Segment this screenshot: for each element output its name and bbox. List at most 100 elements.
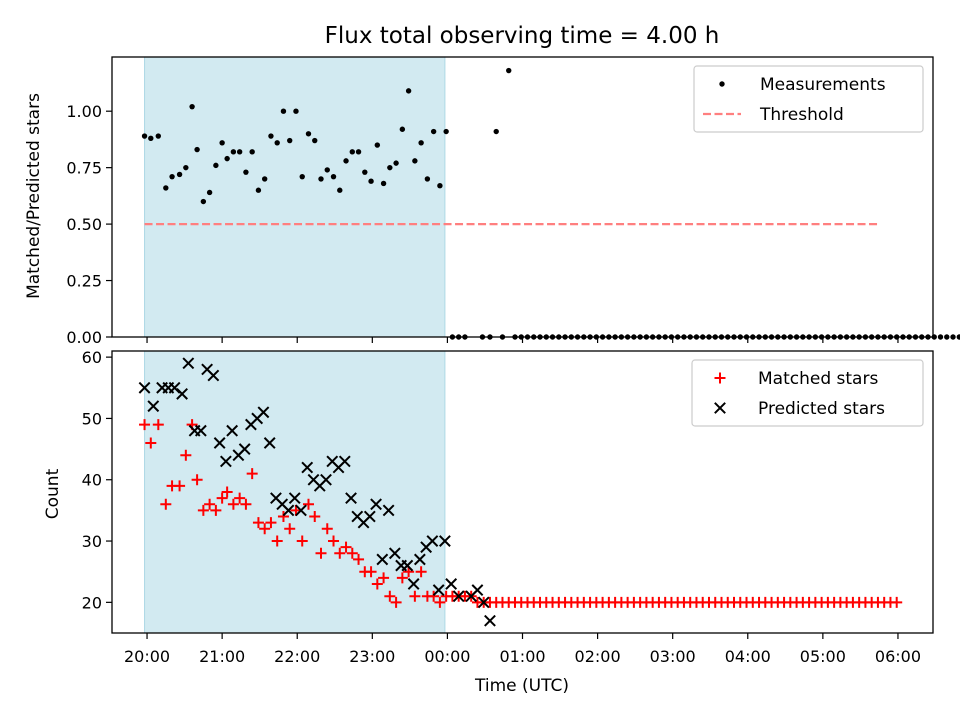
legend-predicted-marker bbox=[714, 402, 726, 414]
measurement-point bbox=[405, 88, 412, 94]
matched-star-point bbox=[265, 517, 277, 529]
measurement-point bbox=[374, 142, 381, 148]
measurement-point bbox=[163, 185, 169, 191]
x-tick-label: 01:00 bbox=[499, 647, 545, 666]
measurement-point bbox=[305, 131, 312, 137]
predicted-star-point bbox=[345, 492, 357, 505]
matched-star-point bbox=[227, 498, 239, 510]
matched-star-point bbox=[160, 498, 172, 510]
bottom-legend: Matched stars Predicted stars bbox=[691, 359, 924, 427]
predicted-star-point bbox=[176, 388, 188, 400]
measurement-point bbox=[956, 334, 960, 340]
measurement-point bbox=[249, 149, 255, 155]
x-tick-label: 05:00 bbox=[800, 647, 846, 666]
measurement-point bbox=[189, 103, 195, 110]
bottom-y-tick-label: 60 bbox=[82, 348, 102, 367]
measurement-point bbox=[324, 167, 330, 173]
x-tick-label: 22:00 bbox=[274, 647, 320, 666]
matched-star-point bbox=[145, 437, 157, 449]
matched-star-point bbox=[346, 547, 358, 559]
top-y-tick-label: 0.25 bbox=[66, 272, 102, 291]
predicted-star-point bbox=[238, 443, 251, 455]
top-y-axis-label: Matched/Predicted stars bbox=[24, 93, 44, 299]
measurement-point bbox=[155, 133, 162, 139]
matched-star-point bbox=[390, 596, 402, 608]
matched-star-point bbox=[334, 547, 346, 559]
top-observing-span bbox=[144, 56, 446, 338]
predicted-star-point bbox=[388, 547, 401, 560]
matched-star-point bbox=[415, 566, 427, 578]
measurement-point bbox=[393, 160, 399, 166]
measurement-point bbox=[255, 187, 262, 193]
predicted-star-point bbox=[338, 455, 351, 468]
top-y-tick-label: 0.50 bbox=[66, 215, 102, 234]
predicted-star-point bbox=[452, 590, 465, 603]
x-tick-label: 00:00 bbox=[424, 647, 470, 666]
predicted-star-point bbox=[484, 614, 496, 627]
measurement-point bbox=[230, 149, 237, 155]
measurement-point bbox=[418, 140, 424, 146]
measurement-point bbox=[944, 334, 950, 340]
legend-measurement-marker bbox=[719, 81, 725, 87]
measurement-point bbox=[355, 149, 362, 155]
measurement-point bbox=[362, 169, 368, 175]
top-axes-frame bbox=[111, 56, 934, 338]
matched-star-point bbox=[371, 578, 383, 590]
matched-star-point bbox=[277, 511, 289, 523]
matched-star-point bbox=[328, 535, 340, 547]
predicted-star-point bbox=[370, 498, 382, 511]
matched-star-point bbox=[216, 492, 228, 504]
measurement-point bbox=[430, 128, 437, 135]
top-legend-box bbox=[693, 65, 924, 133]
chart-title: Flux total observing time = 4.00 h bbox=[325, 23, 720, 49]
measurement-point bbox=[312, 137, 318, 144]
measurement-point bbox=[412, 158, 418, 164]
top-panel-ratio: Matched/Predicted stars 0.00 0.25 0.50 0.75… bbox=[24, 56, 960, 347]
measurement-point bbox=[274, 140, 280, 146]
measurement-point bbox=[368, 178, 374, 184]
matched-star-point bbox=[340, 541, 352, 553]
measurement-point bbox=[206, 189, 213, 196]
matched-star-point bbox=[234, 492, 246, 504]
x-tick-label: 02:00 bbox=[575, 647, 621, 666]
measurement-point bbox=[236, 149, 243, 155]
x-axis-label: Time (UTC) bbox=[474, 676, 569, 696]
measurement-point bbox=[399, 126, 406, 132]
measurement-point bbox=[219, 140, 225, 146]
bottom-panel-counts: Count Time (UTC) 20 30 40 50 60 20:00 21:00 22:… bbox=[43, 348, 934, 696]
measurement-point bbox=[387, 164, 393, 171]
predicted-star-point bbox=[477, 596, 490, 609]
measurement-point bbox=[299, 173, 305, 180]
measurement-point bbox=[194, 146, 200, 153]
predicted-star-point bbox=[226, 424, 239, 437]
measurement-point bbox=[169, 173, 175, 180]
predicted-star-point bbox=[213, 437, 226, 449]
predicted-star-point bbox=[295, 504, 307, 517]
top-y-tick-label: 1.00 bbox=[66, 102, 102, 121]
legend-entry-label: Threshold bbox=[759, 105, 844, 125]
matched-star-point bbox=[240, 498, 252, 510]
predicted-star-point bbox=[438, 535, 451, 547]
matched-star-point bbox=[204, 498, 216, 510]
measurement-point bbox=[343, 158, 349, 164]
measurement-point bbox=[141, 133, 148, 139]
predicted-star-point bbox=[207, 369, 220, 382]
matched-star-point bbox=[191, 474, 203, 486]
measurement-point bbox=[287, 137, 293, 144]
predicted-star-point bbox=[445, 578, 458, 590]
measurement-point bbox=[424, 176, 431, 182]
measurement-point bbox=[437, 183, 443, 189]
measurement-point bbox=[380, 180, 387, 187]
matched-star-point bbox=[321, 523, 333, 535]
predicted-star-point bbox=[407, 578, 420, 590]
matched-star-point bbox=[428, 590, 440, 602]
predicted-star-point bbox=[382, 504, 395, 517]
bottom-observing-span bbox=[144, 350, 446, 634]
measurement-point bbox=[200, 198, 207, 205]
matched-star-point bbox=[378, 572, 390, 584]
matched-star-point bbox=[271, 535, 283, 547]
predicted-star-point bbox=[257, 406, 270, 419]
predicted-star-point bbox=[376, 553, 389, 566]
bottom-y-tick-label: 20 bbox=[82, 593, 102, 612]
